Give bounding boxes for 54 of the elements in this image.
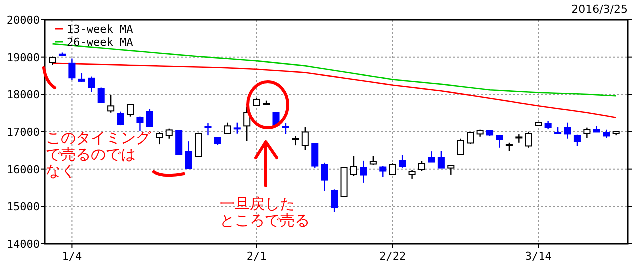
y-tick-label: 15000	[6, 200, 40, 214]
annotation: このタイミングで売るのではなく	[46, 129, 152, 180]
candlestick	[302, 126, 309, 151]
candlestick	[428, 150, 436, 163]
candlestick	[185, 140, 192, 170]
candlestick	[438, 150, 445, 169]
candlestick	[496, 134, 504, 149]
y-tick-label: 16000	[6, 163, 40, 176]
x-tick-label: 2/1	[246, 250, 267, 263]
candlestick	[467, 132, 474, 145]
candlestick	[312, 142, 319, 169]
candlestick	[418, 160, 426, 172]
candlestick	[389, 162, 396, 176]
candlestick	[224, 122, 232, 134]
candlestick	[350, 156, 358, 177]
y-tick-label: 14000	[6, 238, 40, 251]
legend-label: 26-week MA	[67, 36, 134, 49]
candlestick	[380, 166, 387, 178]
x-tick-label: 3/14	[525, 250, 552, 263]
candlestick	[156, 132, 164, 146]
candlestick	[331, 189, 338, 213]
candlestick	[292, 136, 300, 146]
text: 2016/3/25	[572, 3, 628, 16]
candlestick	[448, 165, 455, 176]
candlestick	[117, 111, 124, 126]
candlestick	[584, 127, 591, 139]
candlestick	[176, 130, 183, 156]
candlestick	[457, 138, 464, 156]
y-tick-label: 17000	[6, 126, 40, 139]
candlestick	[98, 87, 105, 104]
legend-label: 13-week MA	[67, 23, 134, 36]
candlestick	[516, 134, 523, 144]
candlestick	[234, 122, 241, 134]
y-tick-label: 19000	[6, 51, 40, 64]
candlestick	[195, 132, 202, 158]
x-tick-label: 2/22	[380, 250, 406, 263]
candlestick	[564, 122, 572, 140]
candlestick	[68, 58, 76, 82]
candlestick	[321, 162, 328, 192]
candlestick	[126, 104, 134, 118]
y-tick-label: 18000	[6, 88, 40, 102]
candlestick	[525, 131, 532, 149]
y-tick-label: 20000	[6, 14, 40, 27]
candlestick	[399, 154, 406, 169]
candlestick	[204, 122, 212, 136]
candlestick	[146, 108, 154, 128]
annotation: 一旦戻したところで売る	[220, 195, 310, 230]
candlestick	[88, 76, 96, 93]
candlestick	[136, 116, 144, 132]
x-tick-label: 1/4	[62, 250, 83, 263]
candlestick	[360, 160, 368, 184]
candlestick	[108, 94, 115, 114]
candlestick	[166, 128, 173, 140]
candlestick	[282, 122, 290, 135]
